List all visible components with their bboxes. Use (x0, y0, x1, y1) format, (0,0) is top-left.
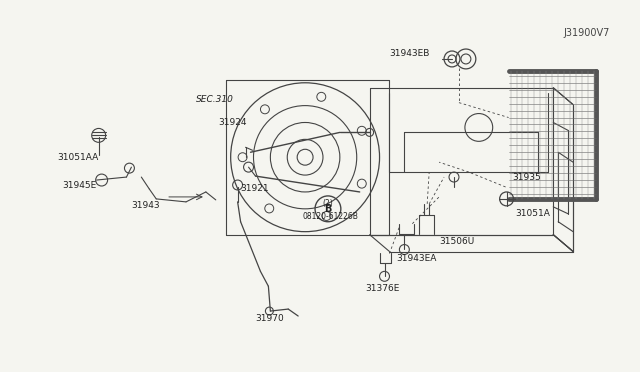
Text: 31943EA: 31943EA (396, 254, 437, 263)
Text: 31051AA: 31051AA (57, 153, 98, 162)
Text: 31924: 31924 (219, 118, 247, 127)
Text: 31943EB: 31943EB (390, 48, 430, 58)
Text: 31051A: 31051A (516, 209, 550, 218)
Text: 31943: 31943 (131, 201, 160, 210)
Text: 31921: 31921 (241, 185, 269, 193)
Text: 08120-61226B: 08120-61226B (302, 212, 358, 221)
Text: 31506U: 31506U (439, 237, 474, 246)
Text: B: B (324, 204, 332, 214)
Text: 31945E: 31945E (62, 182, 96, 190)
Text: SEC.310: SEC.310 (196, 95, 234, 104)
Text: (2): (2) (323, 199, 333, 208)
Text: 31970: 31970 (255, 314, 284, 324)
Text: 31376E: 31376E (365, 284, 400, 293)
Text: 31935: 31935 (513, 173, 541, 182)
Text: J31900V7: J31900V7 (563, 28, 609, 38)
